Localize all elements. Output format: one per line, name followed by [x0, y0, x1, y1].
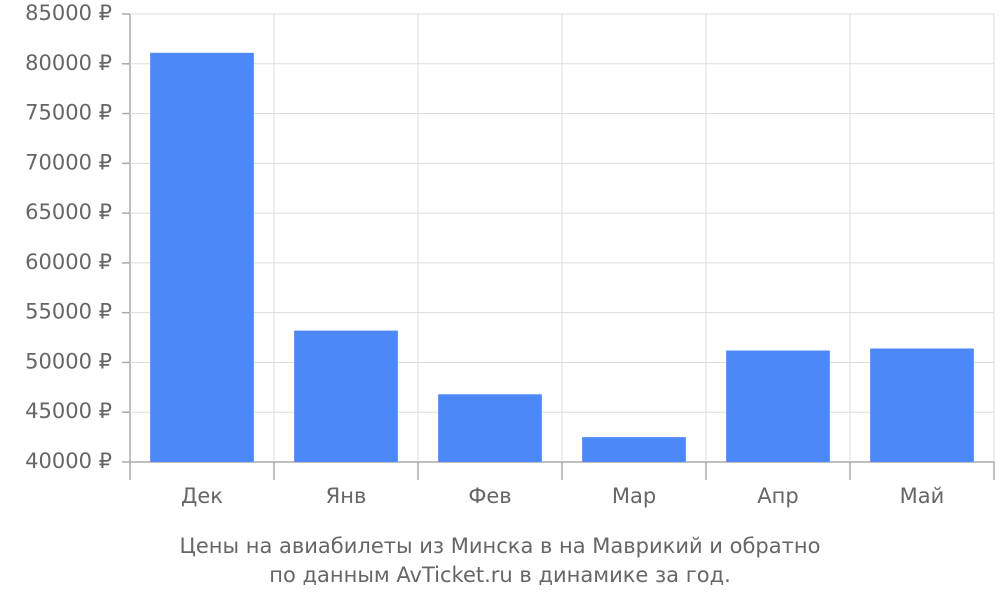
y-tick-label: 80000 ₽ — [25, 51, 112, 75]
x-tick-label: Мар — [612, 484, 656, 508]
y-tick-label: 45000 ₽ — [25, 399, 112, 423]
x-tick-label: Фев — [468, 484, 511, 508]
bar — [582, 437, 686, 462]
y-tick-label: 40000 ₽ — [25, 449, 112, 473]
x-tick-label: Дек — [181, 484, 223, 508]
x-tick-label: Май — [900, 484, 945, 508]
x-tick-label: Апр — [757, 484, 798, 508]
chart-subtitle: по данным AvTicket.ru в динамике за год. — [269, 563, 731, 587]
x-tick-label: Янв — [326, 484, 367, 508]
y-tick-label: 75000 ₽ — [25, 101, 112, 125]
y-tick-label: 70000 ₽ — [25, 150, 112, 174]
bar — [726, 350, 830, 462]
y-tick-label: 50000 ₽ — [25, 349, 112, 373]
chart-title: Цены на авиабилеты из Минска в на Маврик… — [180, 534, 821, 558]
bar — [294, 330, 398, 462]
y-tick-label: 60000 ₽ — [25, 250, 112, 274]
bar — [870, 348, 974, 462]
bar — [438, 394, 542, 462]
y-tick-label: 65000 ₽ — [25, 200, 112, 224]
y-tick-label: 85000 ₽ — [25, 1, 112, 25]
bar — [150, 52, 254, 463]
y-tick-label: 55000 ₽ — [25, 300, 112, 324]
